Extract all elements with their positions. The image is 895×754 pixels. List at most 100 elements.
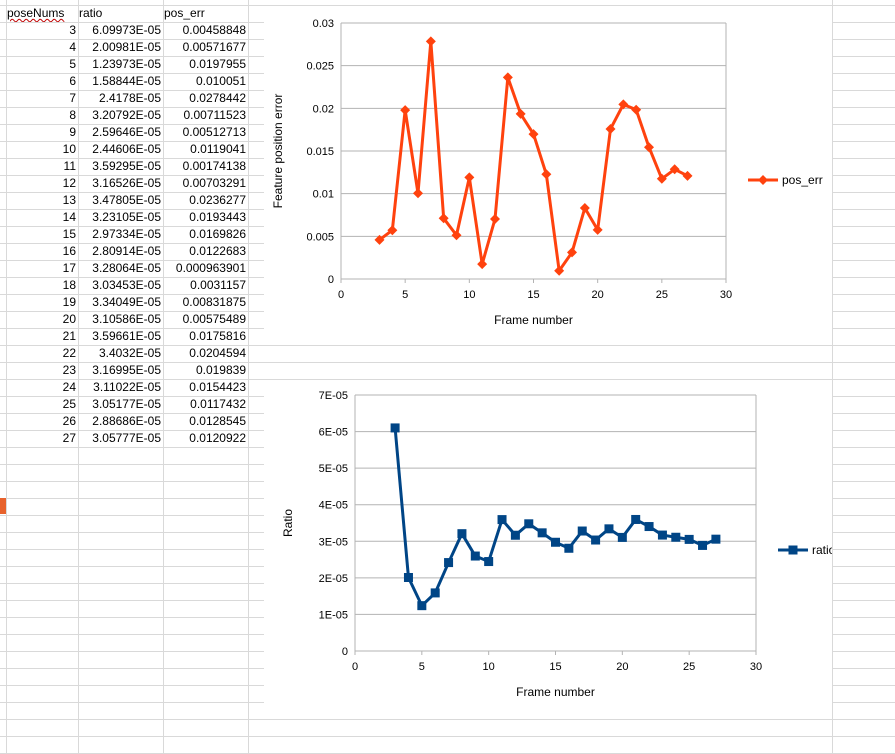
- cell-ratio[interactable]: 2.97334E-05: [92, 227, 161, 241]
- cell-pos-err[interactable]: 0.00831875: [182, 295, 246, 309]
- cell-posenums[interactable]: 6: [69, 74, 76, 88]
- cell-posenums[interactable]: 3: [69, 23, 76, 37]
- cell-ratio[interactable]: 3.05777E-05: [92, 431, 161, 445]
- cell-pos-err[interactable]: 0.0169826: [189, 227, 246, 241]
- header-pos-err[interactable]: pos_err: [164, 6, 205, 20]
- cell-ratio[interactable]: 3.10586E-05: [92, 312, 161, 326]
- cell-posenums[interactable]: 14: [62, 210, 76, 224]
- cell-pos-err[interactable]: 0.000963901: [175, 261, 246, 275]
- cell-posenums[interactable]: 21: [62, 329, 76, 343]
- cell-ratio[interactable]: 3.05177E-05: [92, 397, 161, 411]
- cell-posenums[interactable]: 10: [62, 142, 76, 156]
- cell-ratio[interactable]: 2.59646E-05: [92, 125, 161, 139]
- cell-ratio[interactable]: 3.23105E-05: [92, 210, 161, 224]
- data-point: [387, 225, 398, 236]
- cell-pos-err[interactable]: 0.00458848: [182, 23, 246, 37]
- cell-posenums[interactable]: 22: [62, 346, 76, 360]
- cell-posenums[interactable]: 7: [69, 91, 76, 105]
- cell-pos-err[interactable]: 0.00703291: [182, 176, 246, 190]
- cell-posenums[interactable]: 12: [62, 176, 76, 190]
- cell-ratio[interactable]: 2.44606E-05: [92, 142, 161, 156]
- data-point: [444, 558, 454, 568]
- cell-ratio[interactable]: 3.59661E-05: [92, 329, 161, 343]
- cell-ratio[interactable]: 2.88686E-05: [92, 414, 161, 428]
- cell-posenums[interactable]: 11: [63, 159, 76, 173]
- data-point: [430, 588, 440, 598]
- cell-posenums[interactable]: 13: [62, 193, 76, 207]
- cell-pos-err[interactable]: 0.0120922: [189, 431, 246, 445]
- data-point: [605, 123, 616, 134]
- cell-ratio[interactable]: 3.20792E-05: [92, 108, 161, 122]
- cell-posenums[interactable]: 27: [62, 431, 76, 445]
- cell-posenums[interactable]: 25: [62, 397, 76, 411]
- cell-pos-err[interactable]: 0.0117432: [190, 397, 246, 411]
- cell-posenums[interactable]: 18: [62, 278, 76, 292]
- cell-posenums[interactable]: 4: [69, 40, 76, 54]
- cell-ratio[interactable]: 6.09973E-05: [92, 23, 161, 37]
- column-divider: [248, 0, 249, 754]
- data-point: [567, 247, 577, 258]
- y-tick-label: 0.025: [306, 61, 334, 73]
- x-tick-label: 15: [527, 289, 539, 301]
- cell-pos-err[interactable]: 0.0193443: [189, 210, 246, 224]
- cell-ratio[interactable]: 3.16526E-05: [92, 176, 161, 190]
- cell-pos-err[interactable]: 0.0204594: [189, 346, 246, 360]
- cell-posenums[interactable]: 9: [69, 125, 76, 139]
- cell-ratio[interactable]: 3.16995E-05: [92, 363, 161, 377]
- cell-pos-err[interactable]: 0.0236277: [189, 193, 246, 207]
- x-axis-title: Frame number: [494, 313, 573, 327]
- header-posenums[interactable]: poseNums: [7, 6, 65, 20]
- cell-pos-err[interactable]: 0.00575489: [182, 312, 246, 326]
- data-point: [537, 528, 547, 538]
- cell-pos-err[interactable]: 0.0175816: [189, 329, 246, 343]
- cell-ratio[interactable]: 2.4178E-05: [98, 91, 161, 105]
- cell-pos-err[interactable]: 0.0119041: [190, 142, 246, 156]
- cell-posenums[interactable]: 8: [69, 108, 76, 122]
- data-point: [470, 551, 480, 561]
- data-point: [551, 537, 560, 547]
- cell-pos-err[interactable]: 0.00571677: [182, 40, 246, 54]
- cell-pos-err[interactable]: 0.00512713: [182, 125, 246, 139]
- cell-ratio[interactable]: 3.47805E-05: [92, 193, 161, 207]
- header-ratio[interactable]: ratio: [79, 6, 103, 20]
- cell-ratio[interactable]: 1.58844E-05: [92, 74, 161, 88]
- cell-posenums[interactable]: 26: [62, 414, 76, 428]
- cell-pos-err[interactable]: 0.0031157: [190, 278, 246, 292]
- ratio-chart[interactable]: 0 1E-05 2E-05 3E-05 4E-05 5E-05 6E-05 7E-05 0 5 10…: [264, 380, 836, 718]
- cell-posenums[interactable]: 5: [69, 57, 76, 71]
- cell-posenums[interactable]: 24: [62, 380, 76, 394]
- cell-posenums[interactable]: 19: [62, 295, 76, 309]
- cell-ratio[interactable]: 3.34049E-05: [92, 295, 161, 309]
- cell-posenums[interactable]: 17: [62, 261, 76, 275]
- cell-ratio[interactable]: 3.28064E-05: [92, 261, 161, 275]
- cell-ratio[interactable]: 2.80914E-05: [92, 244, 161, 258]
- y-tick-label: 0.01: [313, 189, 334, 201]
- cell-pos-err[interactable]: 0.00711523: [183, 108, 246, 122]
- data-point: [413, 188, 423, 199]
- cell-pos-err[interactable]: 0.0122683: [189, 244, 246, 258]
- data-point: [490, 213, 500, 224]
- cell-pos-err[interactable]: 0.0128545: [189, 414, 246, 428]
- data-point: [464, 172, 475, 183]
- cell-posenums[interactable]: 16: [62, 244, 76, 258]
- cell-pos-err[interactable]: 0.0197955: [189, 57, 246, 71]
- data-point: [451, 230, 462, 241]
- cell-posenums[interactable]: 15: [62, 227, 76, 241]
- cell-posenums[interactable]: 23: [62, 363, 76, 377]
- cell-ratio[interactable]: 1.23973E-05: [92, 57, 161, 71]
- cell-pos-err[interactable]: 0.0278442: [189, 91, 246, 105]
- cell-ratio[interactable]: 3.4032E-05: [98, 346, 161, 360]
- cell-pos-err[interactable]: 0.019839: [195, 363, 246, 377]
- cell-pos-err[interactable]: 0.010051: [195, 74, 246, 88]
- cell-ratio[interactable]: 3.59295E-05: [92, 159, 161, 173]
- cell-pos-err[interactable]: 0.0154423: [189, 380, 246, 394]
- pos-err-chart[interactable]: 0 0.005 0.01 0.015 0.02 0.025 0.03 0 5 10 15 20 25 30…: [264, 8, 832, 342]
- cell-ratio[interactable]: 3.03453E-05: [92, 278, 161, 292]
- data-point: [618, 99, 629, 110]
- cell-ratio[interactable]: 3.11022E-05: [93, 380, 161, 394]
- cell-posenums[interactable]: 20: [62, 312, 76, 326]
- x-tick-label: 20: [592, 289, 604, 301]
- cell-pos-err[interactable]: 0.00174138: [182, 159, 246, 173]
- cell-ratio[interactable]: 2.00981E-05: [92, 40, 161, 54]
